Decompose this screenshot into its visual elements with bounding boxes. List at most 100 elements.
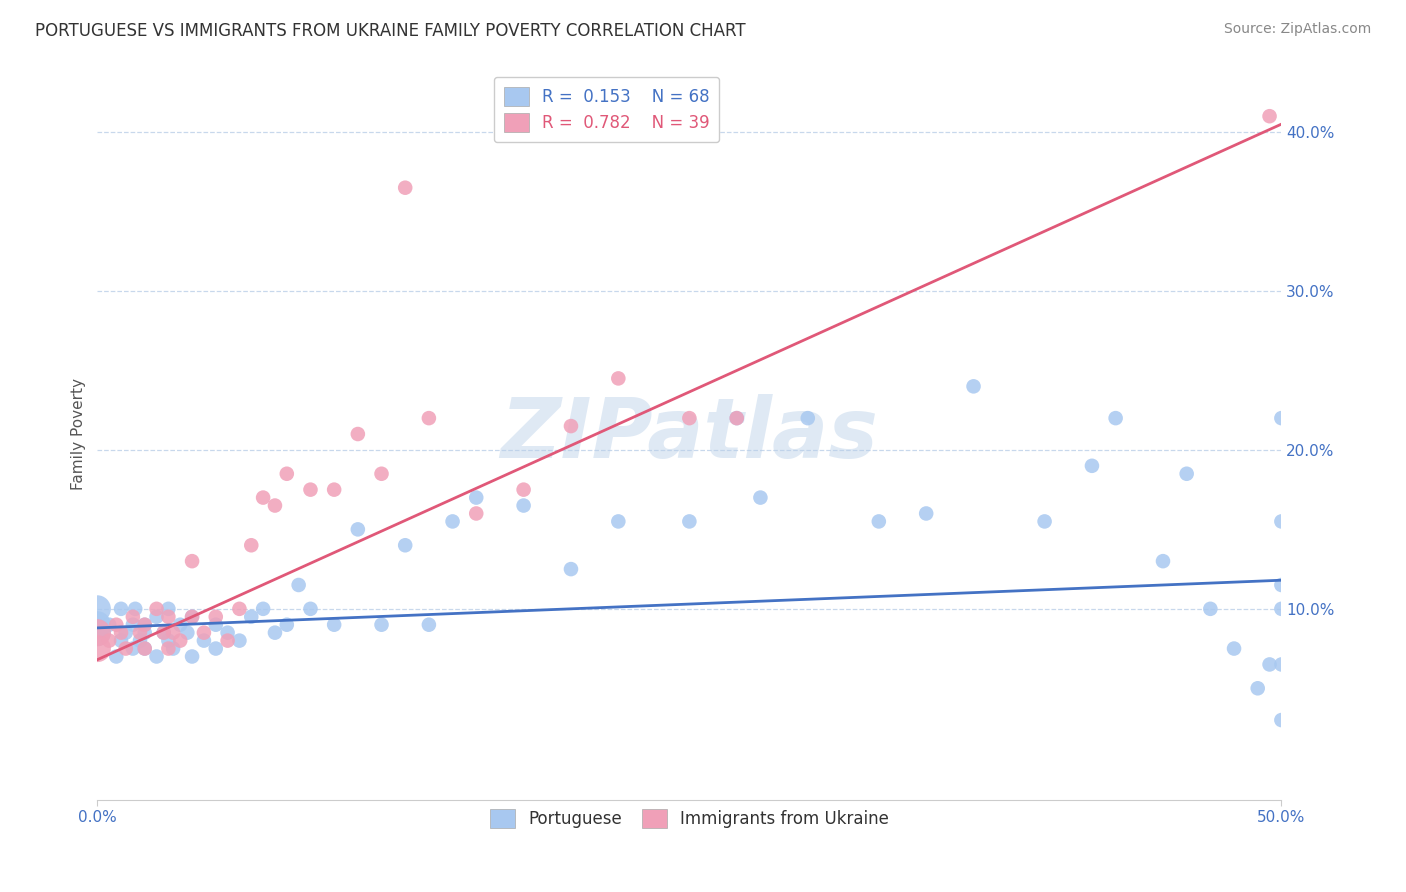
Point xyxy=(134,617,156,632)
Point xyxy=(418,617,440,632)
Point xyxy=(162,625,184,640)
Point xyxy=(217,633,239,648)
Point xyxy=(418,411,440,425)
Point xyxy=(181,554,204,568)
Point xyxy=(122,609,145,624)
Point xyxy=(607,515,630,529)
Point xyxy=(228,633,250,648)
Point xyxy=(1199,602,1222,616)
Point xyxy=(323,483,346,497)
Point xyxy=(86,602,108,616)
Point xyxy=(105,617,128,632)
Point xyxy=(264,499,287,513)
Point xyxy=(86,641,108,656)
Point xyxy=(181,609,204,624)
Point xyxy=(465,507,488,521)
Point xyxy=(252,602,274,616)
Point xyxy=(394,538,416,552)
Point xyxy=(962,379,984,393)
Point xyxy=(1175,467,1198,481)
Point xyxy=(176,625,198,640)
Point xyxy=(1258,657,1281,672)
Point xyxy=(134,625,156,640)
Point xyxy=(134,617,156,632)
Text: PORTUGUESE VS IMMIGRANTS FROM UKRAINE FAMILY POVERTY CORRELATION CHART: PORTUGUESE VS IMMIGRANTS FROM UKRAINE FA… xyxy=(35,22,745,40)
Point xyxy=(157,602,180,616)
Point xyxy=(98,633,121,648)
Point xyxy=(124,602,146,616)
Point xyxy=(134,641,156,656)
Point xyxy=(86,625,108,640)
Point xyxy=(162,641,184,656)
Point xyxy=(181,649,204,664)
Point xyxy=(1270,657,1292,672)
Point xyxy=(1247,681,1270,696)
Point xyxy=(204,609,226,624)
Point xyxy=(512,483,534,497)
Point xyxy=(797,411,820,425)
Point xyxy=(181,609,204,624)
Point xyxy=(299,602,322,616)
Point xyxy=(145,602,167,616)
Point xyxy=(193,633,215,648)
Point xyxy=(868,515,890,529)
Point xyxy=(1270,515,1292,529)
Point xyxy=(299,483,322,497)
Point xyxy=(560,562,582,576)
Point xyxy=(157,609,180,624)
Point xyxy=(98,617,121,632)
Point xyxy=(204,617,226,632)
Point xyxy=(169,617,191,632)
Point xyxy=(152,625,174,640)
Point xyxy=(1152,554,1174,568)
Point xyxy=(86,617,108,632)
Point xyxy=(370,617,392,632)
Point xyxy=(157,633,180,648)
Point xyxy=(145,649,167,664)
Point xyxy=(86,625,108,640)
Point xyxy=(725,411,748,425)
Point xyxy=(264,625,287,640)
Point xyxy=(110,633,132,648)
Point xyxy=(347,427,370,442)
Point xyxy=(678,411,700,425)
Point xyxy=(1270,602,1292,616)
Point xyxy=(1258,109,1281,123)
Point xyxy=(1270,578,1292,592)
Point xyxy=(145,609,167,624)
Point xyxy=(915,507,938,521)
Point xyxy=(169,633,191,648)
Point xyxy=(1270,411,1292,425)
Point xyxy=(114,625,136,640)
Point xyxy=(1104,411,1126,425)
Point xyxy=(157,641,180,656)
Point xyxy=(228,602,250,616)
Point xyxy=(394,180,416,194)
Point xyxy=(122,641,145,656)
Point xyxy=(1033,515,1056,529)
Point xyxy=(152,625,174,640)
Y-axis label: Family Poverty: Family Poverty xyxy=(72,378,86,490)
Point xyxy=(217,625,239,640)
Point xyxy=(129,625,152,640)
Point xyxy=(276,467,298,481)
Point xyxy=(441,515,464,529)
Point xyxy=(276,617,298,632)
Point xyxy=(114,641,136,656)
Point xyxy=(370,467,392,481)
Point xyxy=(749,491,772,505)
Text: ZIPatlas: ZIPatlas xyxy=(501,393,879,475)
Point xyxy=(725,411,748,425)
Point xyxy=(678,515,700,529)
Point xyxy=(134,641,156,656)
Point xyxy=(193,625,215,640)
Point xyxy=(607,371,630,385)
Point xyxy=(560,419,582,434)
Point xyxy=(512,499,534,513)
Point xyxy=(287,578,309,592)
Point xyxy=(240,609,263,624)
Point xyxy=(465,491,488,505)
Point xyxy=(110,625,132,640)
Point xyxy=(129,633,152,648)
Point xyxy=(252,491,274,505)
